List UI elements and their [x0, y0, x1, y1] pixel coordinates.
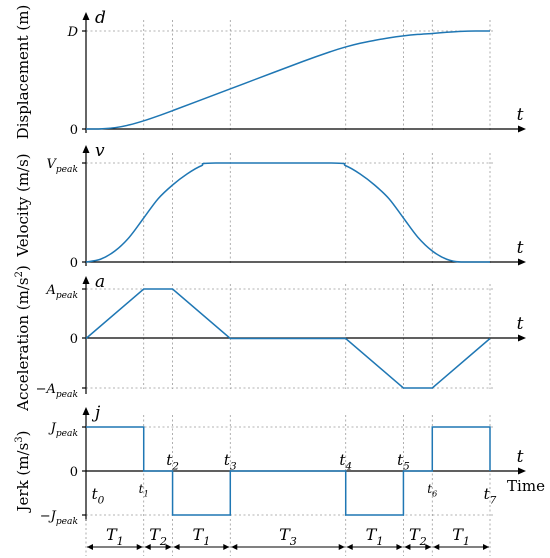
panel1-ylabel: Velocity (m/s) — [14, 153, 32, 257]
interval-label-4: T1 — [366, 525, 384, 548]
interval-arrow-left-5 — [404, 544, 411, 550]
interval-label-3: T3 — [279, 525, 297, 548]
panel0-curve — [85, 30, 491, 130]
panel3-curve — [86, 426, 491, 516]
panel2-axis-var: a — [95, 272, 105, 292]
panel1-curve — [85, 162, 490, 263]
panel3-y-axis-arrow — [82, 407, 90, 415]
panel1-axis-var: v — [95, 141, 105, 161]
time-marker-t6: t6 — [427, 482, 438, 499]
interval-dimension-layer — [85, 519, 491, 556]
interval-arrow-left-3 — [231, 544, 238, 550]
time-marker-t7: t7 — [484, 485, 497, 507]
interval-arrow-right-2 — [223, 544, 230, 550]
interval-label-1: T2 — [149, 525, 167, 548]
interval-label-6: T1 — [452, 525, 470, 548]
labels-layer: D 0 d t Displacement (m) Vpeak 0 v t Velocity (m/… — [14, 5, 545, 548]
panel0-x-axis-arrow — [518, 125, 526, 133]
panel2-y-axis-arrow — [82, 276, 90, 284]
interval-arrow-right-6 — [483, 544, 489, 550]
panel0-x-axis-var: t — [517, 105, 524, 125]
panel0-y-axis-arrow — [82, 12, 90, 20]
interval-arrow-left-6 — [433, 544, 440, 550]
time-marker-t3: t3 — [224, 451, 237, 473]
interval-arrow-left-4 — [346, 544, 353, 550]
interval-arrow-right-4 — [396, 544, 403, 550]
panel3-x-axis-arrow — [518, 467, 526, 475]
interval-arrow-right-5 — [425, 544, 432, 550]
panel2-x-axis-arrow — [518, 334, 526, 342]
interval-arrow-left-2 — [173, 544, 180, 550]
interval-arrow-left-0 — [87, 544, 93, 550]
time-marker-t0: t0 — [92, 485, 105, 507]
interval-arrow-left-1 — [144, 544, 151, 550]
interval-label-0: T1 — [106, 525, 124, 548]
panel2-ytick-label-1: 0 — [70, 332, 78, 347]
panel0-axis-var: d — [95, 8, 106, 28]
panel1-x-axis-arrow — [518, 258, 526, 266]
panel3-axis-var: j — [91, 403, 101, 423]
time-marker-t2: t2 — [166, 451, 179, 473]
panel3-ylabel: Jerk (m/s3) — [14, 431, 32, 514]
panel3-x-axis-var: t — [517, 447, 524, 467]
panel2-ylabel: Acceleration (m/s2) — [14, 265, 32, 412]
time-marker-t5: t5 — [397, 451, 410, 473]
panel2-ytick-label-0: Apeak — [45, 283, 78, 301]
interval-label-2: T1 — [193, 525, 211, 548]
panel1-x-axis-var: t — [517, 238, 524, 258]
interval-arrow-right-0 — [136, 544, 143, 550]
interval-arrow-right-3 — [338, 544, 345, 550]
panel1-y-axis-arrow — [82, 145, 90, 153]
grid-layer — [86, 20, 494, 516]
interval-label-5: T2 — [409, 525, 427, 548]
panel0-ylabel: Displacement (m) — [14, 5, 32, 140]
panel1-ytick-label-0: Vpeak — [46, 157, 78, 175]
panel3-ytick-label-2: −Jpeak — [40, 509, 78, 527]
axes-layer — [82, 12, 526, 521]
time-marker-t4: t4 — [339, 451, 352, 473]
interval-arrow-right-1 — [165, 544, 172, 550]
panel2-ytick-label-2: −Apeak — [36, 382, 78, 400]
curves-layer — [85, 30, 491, 516]
panel3-ytick-label-0: Jpeak — [48, 421, 78, 439]
panel3-ytick-label-1: 0 — [70, 465, 78, 480]
time-marker-t1: t1 — [139, 482, 149, 499]
panel1-ytick-label-1: 0 — [70, 256, 78, 271]
x-axis-title: Time — [507, 477, 545, 495]
panel0-ytick-label-1: 0 — [70, 123, 78, 138]
panel2-x-axis-var: t — [517, 314, 524, 334]
panel0-ytick-label-0: D — [67, 25, 79, 40]
panel2-curve — [85, 288, 491, 389]
